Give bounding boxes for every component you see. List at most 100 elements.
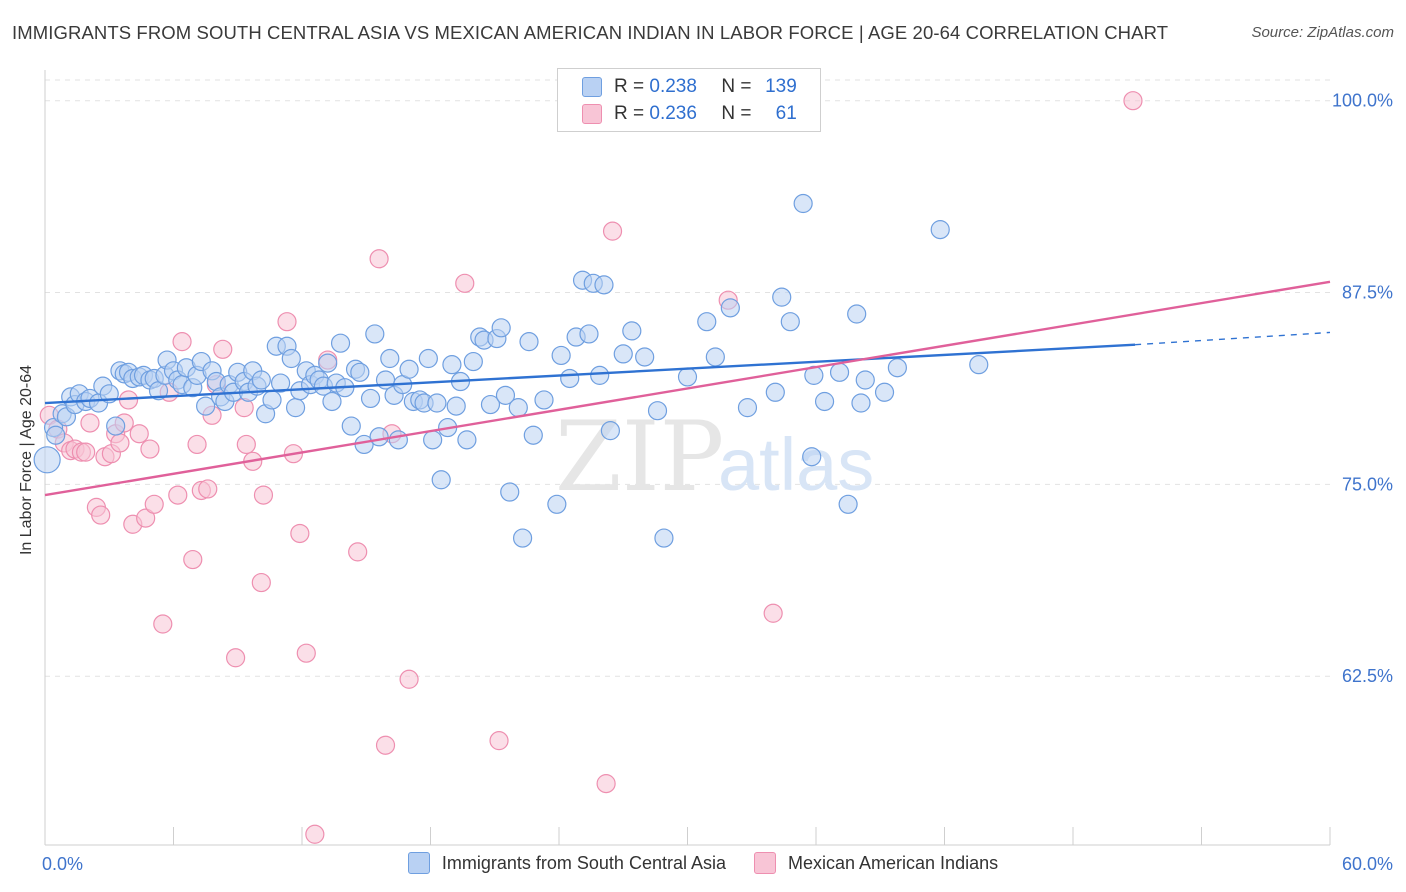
- point-mexican-american-indian[interactable]: [183, 549, 203, 570]
- point-mexican-american-indian[interactable]: [213, 339, 233, 359]
- point-mexican-american-indian[interactable]: [277, 312, 297, 332]
- point-south-central-asia[interactable]: [457, 430, 477, 450]
- point-mexican-american-indian[interactable]: [251, 572, 271, 593]
- point-mexican-american-indian[interactable]: [763, 603, 783, 623]
- point-mexican-american-indian[interactable]: [168, 485, 188, 505]
- point-south-central-asia[interactable]: [765, 382, 785, 402]
- point-south-central-asia[interactable]: [551, 345, 571, 366]
- point-south-central-asia[interactable]: [251, 370, 271, 390]
- point-mexican-american-indian[interactable]: [153, 614, 173, 634]
- point-south-central-asia[interactable]: [523, 425, 543, 445]
- point-south-central-asia[interactable]: [322, 391, 342, 412]
- point-south-central-asia[interactable]: [380, 348, 400, 369]
- point-south-central-asia[interactable]: [705, 347, 725, 367]
- point-south-central-asia[interactable]: [847, 304, 867, 324]
- point-south-central-asia[interactable]: [442, 355, 462, 375]
- point-mexican-american-indian[interactable]: [455, 273, 475, 293]
- point-mexican-american-indian[interactable]: [129, 424, 149, 444]
- point-south-central-asia[interactable]: [262, 390, 282, 410]
- point-south-central-asia[interactable]: [622, 321, 642, 341]
- point-mexican-american-indian[interactable]: [144, 494, 164, 514]
- point-south-central-asia[interactable]: [46, 425, 66, 445]
- legend-item-south-central-asia[interactable]: Immigrants from South Central Asia: [407, 852, 726, 874]
- point-mexican-american-indian[interactable]: [236, 434, 256, 455]
- point-mexican-american-indian[interactable]: [375, 735, 396, 755]
- point-south-central-asia[interactable]: [431, 470, 451, 490]
- point-mexican-american-indian[interactable]: [140, 439, 160, 459]
- point-south-central-asia[interactable]: [519, 332, 539, 352]
- point-mexican-american-indian[interactable]: [348, 542, 368, 562]
- point-mexican-american-indian[interactable]: [253, 485, 274, 505]
- point-south-central-asia[interactable]: [838, 494, 858, 514]
- point-south-central-asia[interactable]: [547, 494, 567, 514]
- point-south-central-asia[interactable]: [495, 385, 516, 405]
- point-mexican-american-indian[interactable]: [596, 774, 616, 794]
- point-south-central-asia[interactable]: [697, 312, 717, 332]
- point-south-central-asia[interactable]: [512, 528, 533, 548]
- point-south-central-asia[interactable]: [793, 193, 813, 214]
- point-mexican-american-indian[interactable]: [187, 434, 207, 455]
- point-south-central-asia[interactable]: [388, 430, 408, 450]
- point-mexican-american-indian[interactable]: [136, 508, 156, 528]
- point-mexican-american-indian[interactable]: [80, 413, 100, 433]
- point-south-central-asia[interactable]: [270, 373, 291, 393]
- point-south-central-asia[interactable]: [560, 368, 580, 389]
- point-south-central-asia[interactable]: [365, 324, 385, 344]
- point-south-central-asia[interactable]: [654, 528, 674, 548]
- point-south-central-asia[interactable]: [647, 401, 668, 421]
- point-south-central-asia[interactable]: [285, 398, 306, 418]
- point-south-central-asia[interactable]: [969, 355, 989, 375]
- point-south-central-asia[interactable]: [399, 359, 419, 379]
- point-mexican-american-indian[interactable]: [91, 505, 111, 525]
- point-mexican-american-indian[interactable]: [198, 479, 218, 499]
- point-south-central-asia[interactable]: [491, 318, 511, 338]
- point-south-central-asia[interactable]: [427, 393, 447, 413]
- point-south-central-asia[interactable]: [350, 362, 370, 382]
- point-south-central-asia[interactable]: [677, 367, 698, 387]
- point-south-central-asia[interactable]: [33, 446, 61, 474]
- point-mexican-american-indian[interactable]: [296, 643, 316, 663]
- point-south-central-asia[interactable]: [594, 275, 614, 295]
- point-south-central-asia[interactable]: [720, 298, 740, 318]
- point-south-central-asia[interactable]: [446, 396, 466, 416]
- point-mexican-american-indian[interactable]: [399, 669, 419, 689]
- point-south-central-asia[interactable]: [423, 430, 443, 450]
- point-south-central-asia[interactable]: [737, 398, 758, 418]
- point-south-central-asia[interactable]: [780, 312, 800, 332]
- point-south-central-asia[interactable]: [360, 388, 381, 409]
- point-south-central-asia[interactable]: [887, 358, 907, 378]
- point-south-central-asia[interactable]: [318, 353, 338, 373]
- point-south-central-asia[interactable]: [480, 394, 501, 415]
- point-south-central-asia[interactable]: [196, 396, 216, 416]
- point-south-central-asia[interactable]: [635, 347, 655, 367]
- point-south-central-asia[interactable]: [330, 333, 351, 353]
- point-mexican-american-indian[interactable]: [1123, 91, 1143, 111]
- point-south-central-asia[interactable]: [829, 362, 850, 382]
- point-mexican-american-indian[interactable]: [290, 523, 310, 544]
- point-south-central-asia[interactable]: [579, 324, 599, 344]
- point-south-central-asia[interactable]: [106, 416, 126, 436]
- point-south-central-asia[interactable]: [590, 365, 610, 385]
- point-south-central-asia[interactable]: [930, 220, 950, 240]
- point-mexican-american-indian[interactable]: [489, 731, 509, 751]
- point-south-central-asia[interactable]: [851, 393, 871, 413]
- point-mexican-american-indian[interactable]: [172, 332, 192, 352]
- point-south-central-asia[interactable]: [814, 391, 835, 412]
- point-south-central-asia[interactable]: [508, 398, 528, 418]
- point-south-central-asia[interactable]: [534, 390, 554, 410]
- point-south-central-asia[interactable]: [613, 344, 633, 364]
- point-south-central-asia[interactable]: [600, 421, 621, 441]
- point-mexican-american-indian[interactable]: [226, 648, 246, 668]
- point-south-central-asia[interactable]: [281, 348, 301, 369]
- point-south-central-asia[interactable]: [341, 416, 361, 436]
- point-mexican-american-indian[interactable]: [110, 433, 130, 453]
- point-south-central-asia[interactable]: [500, 482, 520, 502]
- point-south-central-asia[interactable]: [802, 447, 822, 467]
- point-mexican-american-indian[interactable]: [369, 249, 389, 269]
- legend-item-mexican-american-indians[interactable]: Mexican American Indians: [754, 852, 998, 874]
- point-mexican-american-indian[interactable]: [602, 221, 623, 241]
- point-mexican-american-indian[interactable]: [305, 824, 325, 844]
- point-south-central-asia[interactable]: [855, 370, 875, 390]
- point-south-central-asia[interactable]: [369, 427, 389, 447]
- point-south-central-asia[interactable]: [463, 351, 483, 372]
